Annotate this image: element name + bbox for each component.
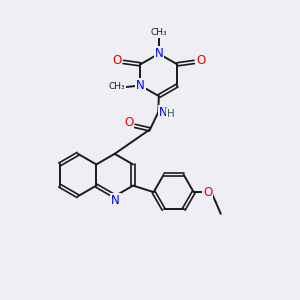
Text: H: H <box>167 109 175 119</box>
Text: CH₃: CH₃ <box>151 28 167 37</box>
Text: N: N <box>136 79 145 92</box>
Text: CH₃: CH₃ <box>109 82 125 91</box>
Text: O: O <box>124 116 134 129</box>
Text: O: O <box>203 186 212 199</box>
Text: O: O <box>112 54 122 67</box>
Text: N: N <box>111 194 120 207</box>
Text: N: N <box>154 47 163 60</box>
Text: O: O <box>196 54 206 67</box>
Text: N: N <box>159 106 168 119</box>
